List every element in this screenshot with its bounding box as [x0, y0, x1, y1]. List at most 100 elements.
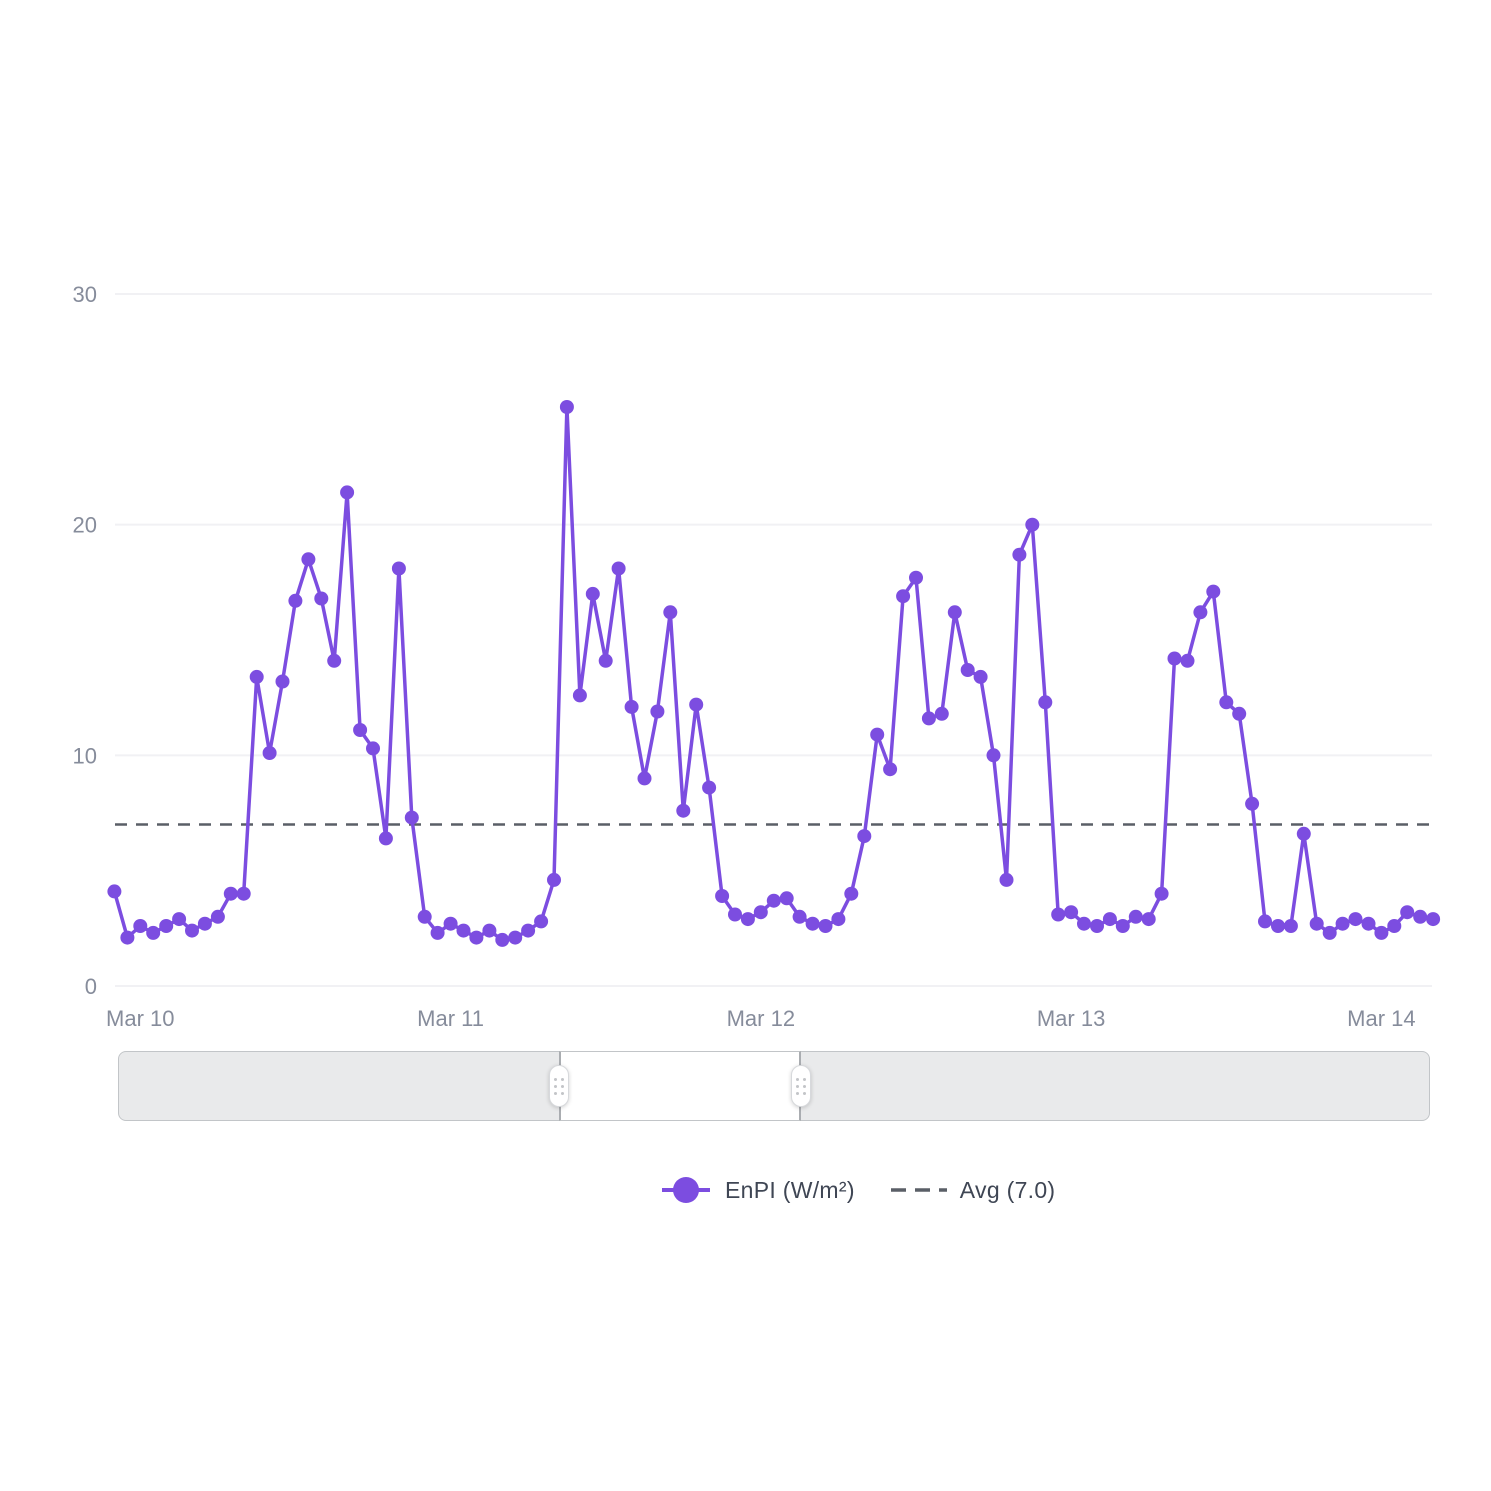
data-point[interactable] — [870, 727, 885, 742]
data-point[interactable] — [366, 741, 380, 756]
data-point[interactable] — [728, 907, 742, 922]
data-point[interactable] — [896, 589, 911, 604]
data-point[interactable] — [1283, 919, 1298, 933]
data-point[interactable] — [1193, 605, 1208, 620]
data-point[interactable] — [404, 810, 419, 825]
data-point[interactable] — [1025, 517, 1040, 532]
data-point[interactable] — [663, 605, 678, 620]
data-point[interactable] — [1296, 826, 1311, 841]
data-point[interactable] — [301, 552, 316, 567]
data-point[interactable] — [585, 586, 600, 601]
data-point[interactable] — [1258, 914, 1272, 929]
data-point[interactable] — [857, 829, 872, 844]
data-point[interactable] — [521, 923, 536, 938]
data-point[interactable] — [715, 889, 730, 903]
data-point[interactable] — [1426, 912, 1441, 927]
data-point[interactable] — [236, 886, 251, 901]
data-point[interactable] — [766, 893, 781, 908]
data-point[interactable] — [1361, 916, 1376, 931]
data-point[interactable] — [637, 771, 652, 786]
data-point[interactable] — [443, 916, 458, 931]
data-point[interactable] — [288, 593, 303, 608]
data-point[interactable] — [508, 930, 523, 945]
data-point[interactable] — [1413, 909, 1428, 924]
data-point[interactable] — [650, 704, 665, 719]
data-point[interactable] — [883, 762, 898, 777]
data-point[interactable] — [185, 923, 199, 938]
data-point[interactable] — [469, 930, 484, 945]
data-point[interactable] — [340, 485, 355, 500]
data-point[interactable] — [482, 923, 497, 938]
data-point[interactable] — [960, 663, 975, 677]
data-point[interactable] — [676, 803, 691, 818]
data-point[interactable] — [1051, 907, 1066, 922]
data-point[interactable] — [844, 886, 859, 901]
data-point[interactable] — [534, 914, 549, 929]
data-point[interactable] — [1090, 919, 1104, 933]
data-point[interactable] — [1348, 912, 1363, 927]
data-point[interactable] — [1387, 919, 1402, 933]
data-point[interactable] — [753, 905, 768, 920]
data-point[interactable] — [1219, 695, 1234, 710]
data-point[interactable] — [999, 872, 1014, 887]
data-point[interactable] — [1167, 651, 1182, 666]
data-point[interactable] — [1271, 919, 1285, 933]
data-point[interactable] — [1128, 909, 1143, 924]
data-point[interactable] — [223, 886, 238, 901]
data-point[interactable] — [1206, 584, 1221, 599]
data-point[interactable] — [909, 570, 923, 585]
data-point[interactable] — [624, 699, 639, 714]
time-range-slider[interactable] — [118, 1051, 1430, 1121]
data-point[interactable] — [1038, 695, 1053, 710]
data-point[interactable] — [314, 591, 329, 606]
data-point[interactable] — [792, 909, 807, 924]
data-point[interactable] — [197, 916, 212, 931]
data-point[interactable] — [391, 561, 406, 576]
data-point[interactable] — [1077, 916, 1091, 931]
data-point[interactable] — [249, 669, 264, 684]
data-point[interactable] — [172, 912, 187, 927]
data-point[interactable] — [702, 780, 717, 795]
data-point[interactable] — [1141, 912, 1156, 927]
data-point[interactable] — [146, 925, 161, 940]
data-point[interactable] — [495, 932, 510, 947]
data-point[interactable] — [430, 925, 445, 940]
data-point[interactable] — [934, 706, 949, 721]
data-point[interactable] — [831, 912, 846, 927]
data-point[interactable] — [1012, 547, 1027, 562]
data-point[interactable] — [456, 923, 471, 938]
data-point[interactable] — [1180, 653, 1195, 668]
data-point[interactable] — [1232, 706, 1247, 721]
data-point[interactable] — [1374, 925, 1389, 940]
data-point[interactable] — [611, 561, 626, 576]
data-point[interactable] — [598, 653, 613, 668]
data-point[interactable] — [107, 884, 122, 899]
data-point[interactable] — [1322, 925, 1337, 940]
legend-item-avg[interactable]: Avg (7.0) — [890, 1173, 1056, 1207]
data-point[interactable] — [818, 919, 833, 933]
data-point[interactable] — [740, 912, 755, 927]
data-point[interactable] — [921, 711, 936, 726]
data-point[interactable] — [1102, 912, 1117, 927]
slider-handle-left[interactable] — [549, 1065, 570, 1107]
data-point[interactable] — [1154, 886, 1169, 901]
data-point[interactable] — [779, 891, 794, 906]
slider-handle-right[interactable] — [790, 1065, 811, 1107]
data-point[interactable] — [327, 653, 342, 668]
data-point[interactable] — [1064, 905, 1079, 920]
legend-item-enpi[interactable]: EnPI (W/m²) — [660, 1173, 855, 1207]
data-point[interactable] — [417, 909, 432, 924]
data-point[interactable] — [133, 919, 148, 933]
data-point[interactable] — [689, 697, 704, 712]
data-point[interactable] — [559, 400, 574, 414]
data-point[interactable] — [805, 916, 820, 931]
data-point[interactable] — [1309, 916, 1324, 931]
data-point[interactable] — [159, 919, 174, 933]
data-point[interactable] — [353, 723, 368, 737]
data-point[interactable] — [547, 872, 561, 887]
data-point[interactable] — [120, 930, 135, 945]
data-point[interactable] — [572, 688, 587, 703]
data-point[interactable] — [275, 674, 290, 689]
data-point[interactable] — [1400, 905, 1415, 920]
data-point[interactable] — [1335, 916, 1350, 931]
